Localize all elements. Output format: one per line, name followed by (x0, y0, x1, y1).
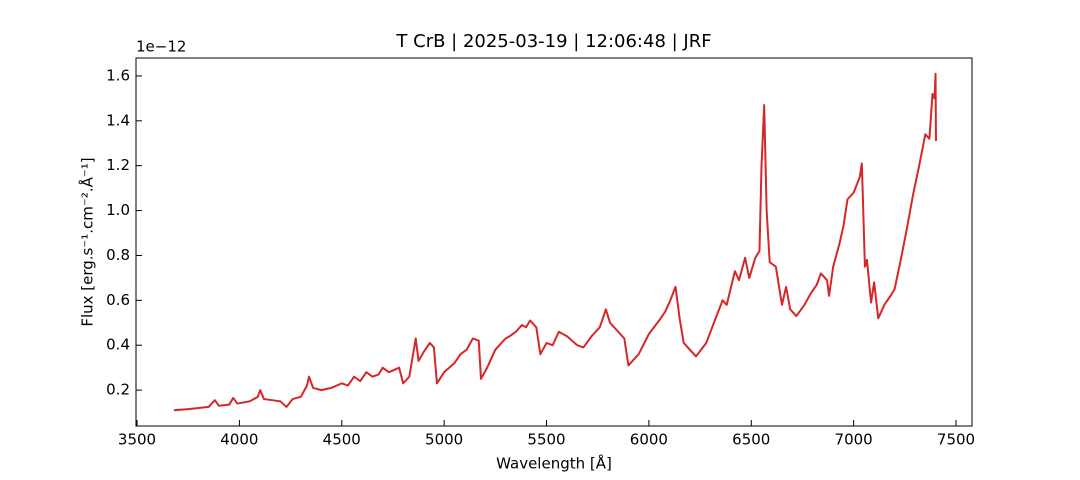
x-axis-label: Wavelength [Å] (496, 454, 612, 473)
x-tick-label: 3500 (118, 431, 156, 449)
spectrum-line (173, 72, 937, 412)
x-tick-label: 5000 (425, 431, 463, 449)
y-tick-label: 1.4 (106, 111, 130, 129)
x-tick-label: 4000 (220, 431, 258, 449)
y-axis-label: Flux [erg.s⁻¹.cm⁻².Å⁻¹] (78, 157, 97, 326)
y-tick-label: 0.4 (106, 336, 130, 354)
y-tick-label: 0.8 (106, 246, 130, 264)
x-tick-label: 7000 (835, 431, 873, 449)
x-tick-label: 6500 (732, 431, 770, 449)
plot-frame (135, 57, 973, 427)
y-tick-label: 1.0 (106, 201, 130, 219)
y-offset-label: 1e−12 (136, 38, 186, 56)
y-tick-label: 0.6 (106, 291, 130, 309)
y-tick-label: 1.6 (106, 66, 130, 84)
y-tick-label: 0.2 (106, 381, 130, 399)
chart-title: T CrB | 2025-03-19 | 12:06:48 | JRF (395, 31, 711, 52)
x-tick-label: 4500 (323, 431, 361, 449)
x-tick-label: 5500 (527, 431, 565, 449)
x-tick-label: 7500 (937, 431, 975, 449)
x-tick-label: 6000 (630, 431, 668, 449)
y-tick-label: 1.2 (106, 156, 130, 174)
